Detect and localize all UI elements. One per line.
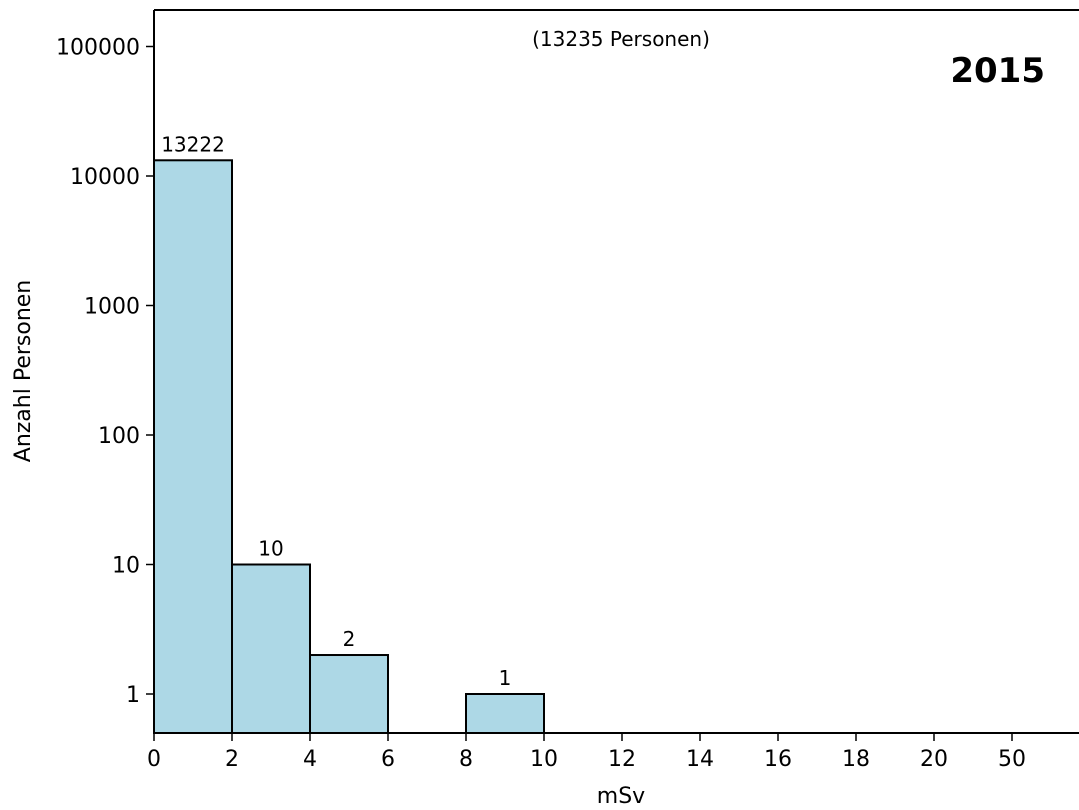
x-tick-label: 4 (303, 747, 317, 772)
x-tick-label: 0 (147, 747, 161, 772)
x-ticks-layer: 0 2 4 6 8 10 12 14 16 18 20 50 (147, 733, 1026, 772)
x-axis-title: mSv (597, 784, 645, 809)
y-axis-title: Anzahl Personen (11, 280, 36, 462)
y-ticks-layer: 1 10 100 1000 10000 100000 (56, 36, 154, 708)
bar-value-label: 2 (343, 627, 356, 651)
y-tick-label: 100 (98, 424, 140, 449)
bar-value-label: 13222 (161, 132, 225, 156)
x-tick-label: 18 (842, 747, 870, 772)
chart-title-year: 2015 (950, 51, 1045, 91)
x-tick-label: 10 (530, 747, 558, 772)
x-tick-label: 50 (998, 747, 1026, 772)
x-tick-label: 16 (764, 747, 792, 772)
x-tick-label: 20 (920, 747, 948, 772)
bar-4-6 (309, 654, 389, 734)
bar-value-label: 1 (499, 666, 512, 690)
x-tick-label: 12 (608, 747, 636, 772)
y-tick-label: 100000 (56, 36, 140, 61)
x-tick-label: 8 (459, 747, 473, 772)
chart-subtitle: (13235 Personen) (532, 27, 710, 51)
y-tick-label: 10000 (70, 165, 140, 190)
bar-value-label: 10 (258, 537, 283, 561)
bar-2-4 (231, 563, 311, 734)
x-tick-label: 6 (381, 747, 395, 772)
x-tick-label: 2 (225, 747, 239, 772)
bar-8-10 (465, 693, 545, 734)
y-tick-label: 1 (126, 683, 140, 708)
bar-labels-layer: 13222 10 2 1 (161, 132, 511, 690)
axes-layer (153, 9, 1079, 734)
bar-0-2 (153, 159, 233, 735)
y-tick-label: 1000 (84, 295, 140, 320)
bars-layer (153, 159, 545, 735)
x-tick-label: 14 (686, 747, 714, 772)
y-tick-label: 10 (112, 554, 140, 579)
